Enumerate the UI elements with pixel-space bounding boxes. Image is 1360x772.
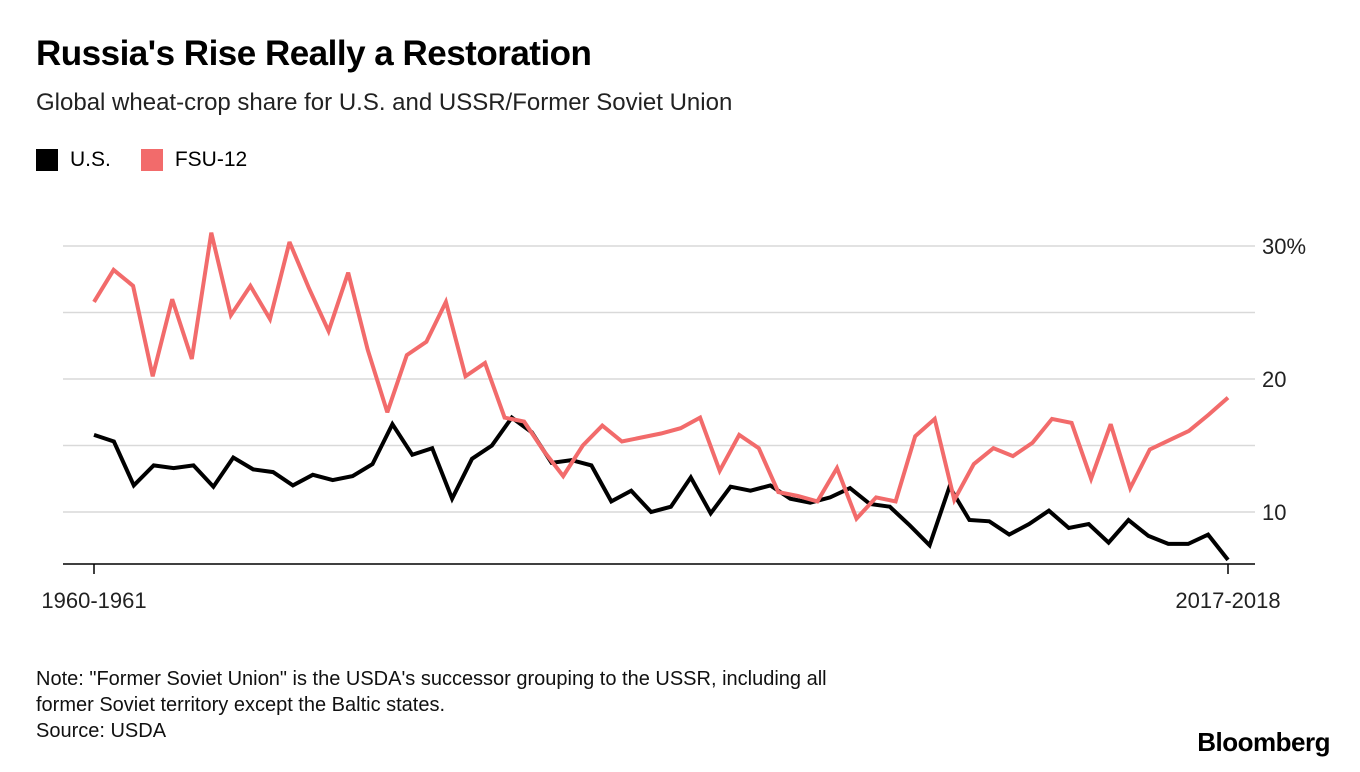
legend-label-fsu: FSU-12 [174, 148, 248, 171]
note-line-1: Note: "Former Soviet Union" is the USDA'… [36, 668, 827, 690]
legend-label-us: U.S. [70, 148, 111, 171]
x-label-end: 2017-2018 [1175, 588, 1280, 613]
series-line-fsu [92, 232, 1230, 523]
legend-swatch-fsu [140, 149, 163, 171]
legend: U.S. FSU-12 [36, 148, 277, 172]
y-tick-label: 30% [1262, 234, 1306, 259]
note-line-2: former Soviet territory except the Balti… [36, 694, 446, 716]
legend-item-fsu: FSU-12 [140, 148, 248, 172]
y-tick-label: 10 [1262, 500, 1286, 525]
x-label-start: 1960-1961 [41, 588, 146, 613]
line-chart: 10 20 30% 1960-1961 2017-2018 [41, 232, 1306, 613]
bloomberg-logo: Bloomberg [1197, 727, 1330, 757]
chart-title: Russia's Rise Really a Restoration [36, 34, 592, 73]
chart-subtitle: Global wheat-crop share for U.S. and USS… [36, 89, 733, 116]
chart-note: Note: "Former Soviet Union" is the USDA'… [36, 666, 827, 744]
y-tick-label: 20 [1262, 367, 1286, 392]
source-text: Source: USDA [36, 720, 167, 742]
legend-item-us: U.S. [36, 148, 111, 172]
legend-swatch-us [36, 149, 58, 171]
series-line-us [93, 414, 1230, 562]
